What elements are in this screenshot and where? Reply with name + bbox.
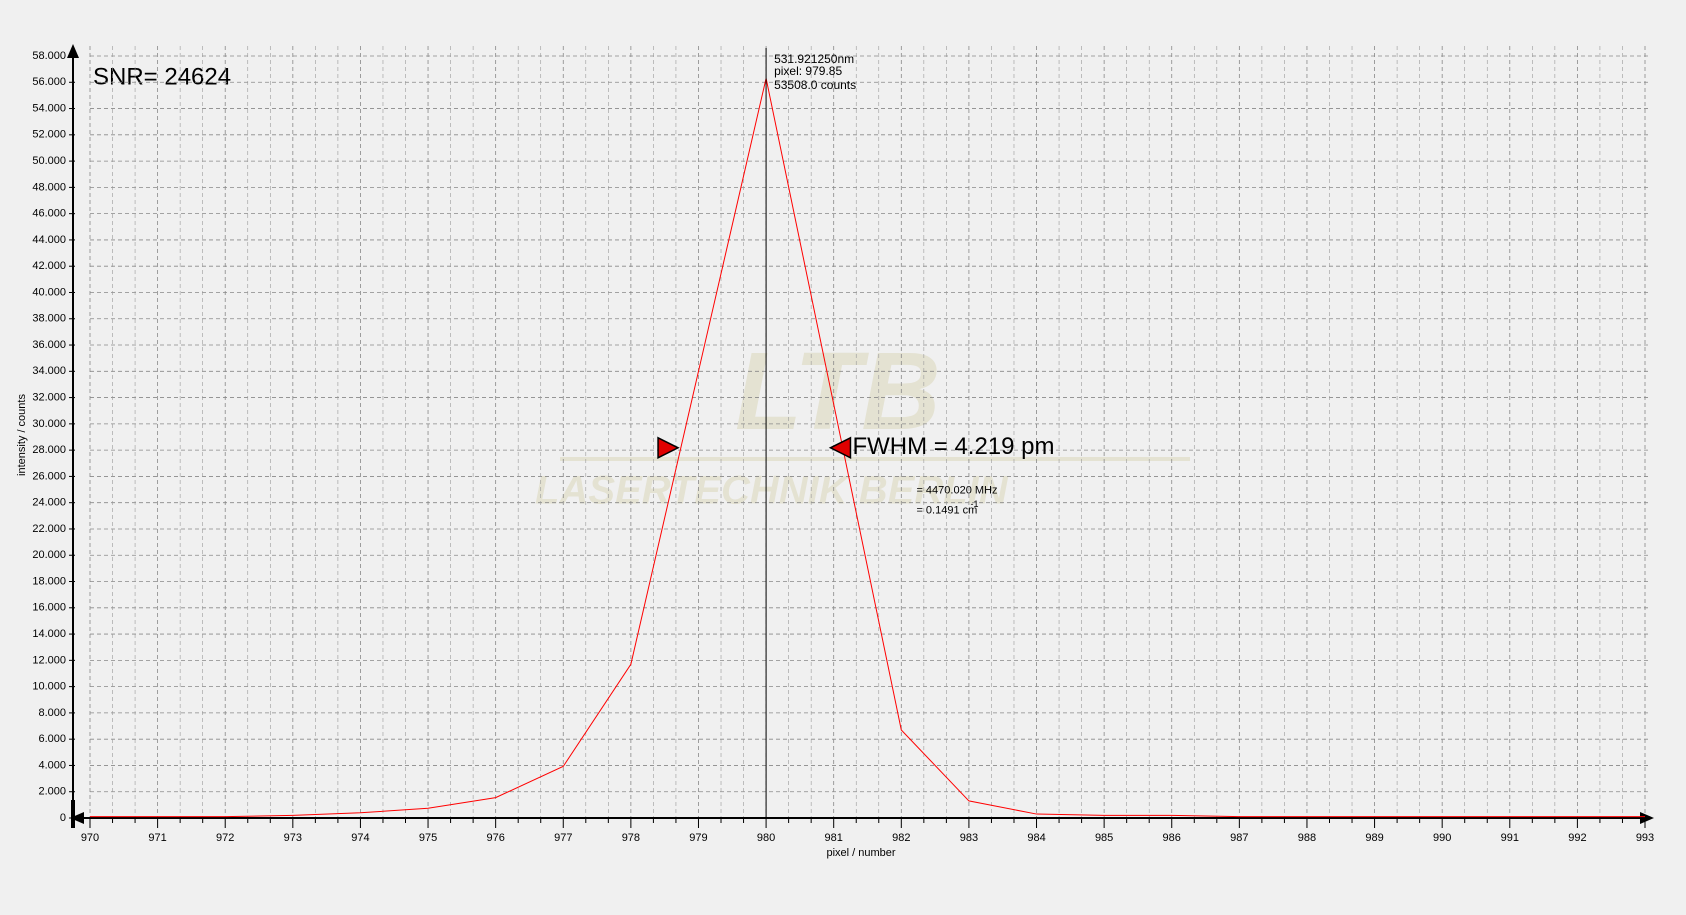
x-tick-label: 988 <box>1298 832 1316 844</box>
fwhm-wavenumber-exponent: -1 <box>970 499 978 509</box>
x-tick-label: 974 <box>351 832 369 844</box>
y-tick-label: 16.000 <box>32 602 66 614</box>
y-tick-label: 56.000 <box>32 76 66 88</box>
x-tick-label: 991 <box>1501 832 1519 844</box>
y-tick-label: 58.000 <box>32 50 66 62</box>
y-tick-label: 24.000 <box>32 497 66 509</box>
fwhm-marker <box>828 436 852 459</box>
x-tick-label: 992 <box>1568 832 1586 844</box>
y-tick-label: 6.000 <box>38 733 66 745</box>
fwhm-marker <box>657 436 680 459</box>
y-tick-label: 38.000 <box>32 313 66 325</box>
fwhm-wavenumber: = 0.1491 cm <box>916 505 977 517</box>
y-tick-label: 40.000 <box>32 286 66 298</box>
snr-label: SNR= 24624 <box>93 63 231 90</box>
y-tick-label: 14.000 <box>32 628 66 640</box>
cursor-counts: 53508.0 counts <box>774 78 856 92</box>
x-tick-label: 977 <box>554 832 572 844</box>
y-tick-label: 50.000 <box>32 155 66 167</box>
y-tick-label: 44.000 <box>32 234 66 246</box>
x-tick-label: 972 <box>216 832 234 844</box>
x-tick-label: 986 <box>1163 832 1181 844</box>
x-axis-arrow-left <box>70 812 84 824</box>
fwhm-label: FWHM = 4.219 pm <box>852 433 1054 460</box>
x-tick-label: 971 <box>148 832 166 844</box>
watermark-name: LASERTECHNIK BERLIN <box>535 469 1009 513</box>
x-tick-label: 979 <box>689 832 707 844</box>
x-tick-label: 989 <box>1365 832 1383 844</box>
y-tick-label: 46.000 <box>32 208 66 220</box>
x-tick-label: 987 <box>1230 832 1248 844</box>
y-tick-label: 10.000 <box>32 681 66 693</box>
cursor-pixel: pixel: 979.85 <box>774 64 842 78</box>
x-tick-label: 990 <box>1433 832 1451 844</box>
y-tick-label: 0 <box>60 812 66 824</box>
x-tick-label: 978 <box>622 832 640 844</box>
y-tick-label: 32.000 <box>32 391 66 403</box>
x-axis-label: pixel / number <box>826 847 895 859</box>
x-tick-label: 993 <box>1636 832 1654 844</box>
y-tick-label: 28.000 <box>32 444 66 456</box>
y-tick-label: 54.000 <box>32 102 66 114</box>
cursor-wavelength: 531.921250nm <box>774 52 854 66</box>
x-axis-arrow <box>1640 812 1654 824</box>
y-tick-label: 48.000 <box>32 181 66 193</box>
y-tick-label: 22.000 <box>32 523 66 535</box>
y-tick-label: 12.000 <box>32 654 66 666</box>
x-tick-label: 970 <box>81 832 99 844</box>
y-tick-label: 42.000 <box>32 260 66 272</box>
y-tick-label: 26.000 <box>32 470 66 482</box>
x-tick-label: 984 <box>1027 832 1045 844</box>
y-tick-label: 52.000 <box>32 129 66 141</box>
y-tick-label: 20.000 <box>32 549 66 561</box>
x-tick-label: 983 <box>960 832 978 844</box>
y-tick-label: 2.000 <box>38 786 66 798</box>
y-tick-label: 8.000 <box>38 707 66 719</box>
x-tick-label: 980 <box>757 832 775 844</box>
x-tick-label: 985 <box>1095 832 1113 844</box>
y-tick-label: 30.000 <box>32 418 66 430</box>
x-tick-label: 981 <box>825 832 843 844</box>
y-tick-label: 34.000 <box>32 365 66 377</box>
x-tick-label: 975 <box>419 832 437 844</box>
x-tick-label: 982 <box>892 832 910 844</box>
watermark-logo: LTB <box>735 330 941 453</box>
y-tick-label: 36.000 <box>32 339 66 351</box>
x-tick-label: 976 <box>486 832 504 844</box>
fwhm-frequency: = 4470.020 MHz <box>916 485 997 497</box>
y-axis-arrow <box>67 44 79 58</box>
line-series <box>90 78 1645 818</box>
y-tick-label: 4.000 <box>38 759 66 771</box>
y-tick-label: 18.000 <box>32 575 66 587</box>
y-axis-label: intensity / counts <box>16 394 28 476</box>
x-tick-label: 973 <box>284 832 302 844</box>
